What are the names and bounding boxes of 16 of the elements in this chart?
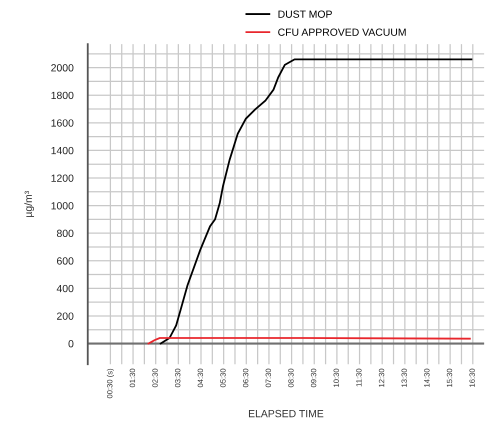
y-tick-label: 800 [56,230,74,238]
y-tick-label: 2000 [51,64,74,72]
y-tick-label: 0 [68,340,74,348]
y-tick-label: 1800 [51,92,74,100]
y-tick-label: 200 [57,312,74,320]
y-tick-label: 600 [57,257,74,265]
y-axis-title: µg/m³ [24,190,34,217]
y-tick-label: 400 [56,284,74,292]
legend-label: CFU APPROVED VACUUM [278,28,406,36]
legend-label: DUST MOP [278,10,332,18]
line-series [160,58,472,344]
x-axis-title: ELAPSED TIME [248,410,324,418]
y-tick-label: 1600 [51,119,74,127]
y-tick-label: 1200 [51,174,74,182]
y-tick-label: 1400 [51,146,74,154]
y-tick-label: 1000 [51,202,74,210]
